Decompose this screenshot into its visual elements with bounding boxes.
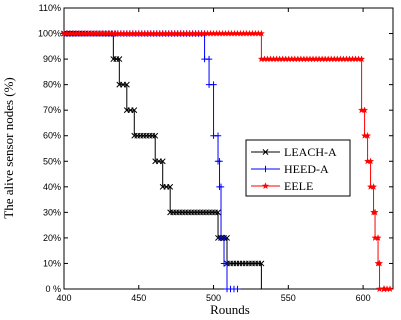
series-layer <box>60 29 394 293</box>
x-axis-label: Rounds <box>210 302 250 317</box>
data-point <box>152 132 159 139</box>
legend-label: HEED-A <box>284 162 329 176</box>
y-tick-label: 90% <box>43 54 61 64</box>
data-point <box>257 29 266 37</box>
legend-item-leach-a: LEACH-A <box>251 145 337 159</box>
y-tick-label: 50% <box>43 156 61 166</box>
series-heed-a <box>60 30 241 293</box>
y-tick-label: 20% <box>43 233 61 243</box>
data-point <box>386 285 394 293</box>
data-point <box>214 132 222 139</box>
legend: LEACH-A HEED-A EELE <box>245 139 351 197</box>
y-tick-label: 70% <box>43 105 61 115</box>
legend-marker <box>262 165 269 173</box>
x-tick-label: 600 <box>356 293 371 303</box>
x-tick-label: 550 <box>281 293 296 303</box>
data-point <box>357 55 366 63</box>
data-point <box>375 259 384 267</box>
data-point <box>220 234 228 242</box>
data-point <box>234 285 241 293</box>
axis-ticks: 400 450 500 550 600 0 % 10% 20% 30% 40% 50% 60% 70% 8… <box>38 3 393 303</box>
legend-marker <box>262 149 269 155</box>
legend-items: LEACH-A HEED-A EELE <box>251 145 337 193</box>
data-point <box>205 55 213 63</box>
x-tick-label: 450 <box>131 293 146 303</box>
data-point <box>369 183 378 190</box>
x-tick-label: 400 <box>56 293 71 303</box>
data-point <box>215 209 221 216</box>
y-tick-label: 40% <box>43 182 61 192</box>
series-line-heed-a <box>64 33 238 290</box>
data-point <box>159 158 166 165</box>
data-point <box>258 260 265 267</box>
y-tick-label: 110% <box>39 3 61 13</box>
series-eele <box>60 29 394 293</box>
legend-label: EELE <box>284 179 313 193</box>
y-tick-label: 10% <box>43 258 61 268</box>
y-axis-label: The alive sensor nodes (%) <box>1 77 16 219</box>
data-point <box>210 81 217 88</box>
legend-item-heed-a: HEED-A <box>251 162 329 176</box>
data-point <box>123 81 130 88</box>
data-point <box>363 131 372 139</box>
data-point <box>131 107 138 114</box>
y-tick-label: 100% <box>38 29 61 39</box>
data-point <box>374 234 382 241</box>
legend-item-eele: EELE <box>251 179 313 193</box>
series-leach-a <box>61 30 265 289</box>
legend-label: LEACH-A <box>284 145 337 159</box>
legend-marker <box>261 182 270 190</box>
data-point <box>116 56 123 63</box>
y-tick-label: 60% <box>43 131 61 141</box>
data-point <box>366 157 375 165</box>
data-point <box>371 208 379 216</box>
y-tick-label: 0 % <box>45 284 61 294</box>
x-tick-label: 500 <box>206 293 221 303</box>
y-tick-label: 80% <box>43 80 61 90</box>
y-tick-label: 30% <box>43 207 61 217</box>
data-point <box>360 106 369 114</box>
data-point <box>223 260 231 267</box>
data-point <box>216 158 223 165</box>
data-point <box>167 183 174 190</box>
data-point <box>217 183 225 191</box>
